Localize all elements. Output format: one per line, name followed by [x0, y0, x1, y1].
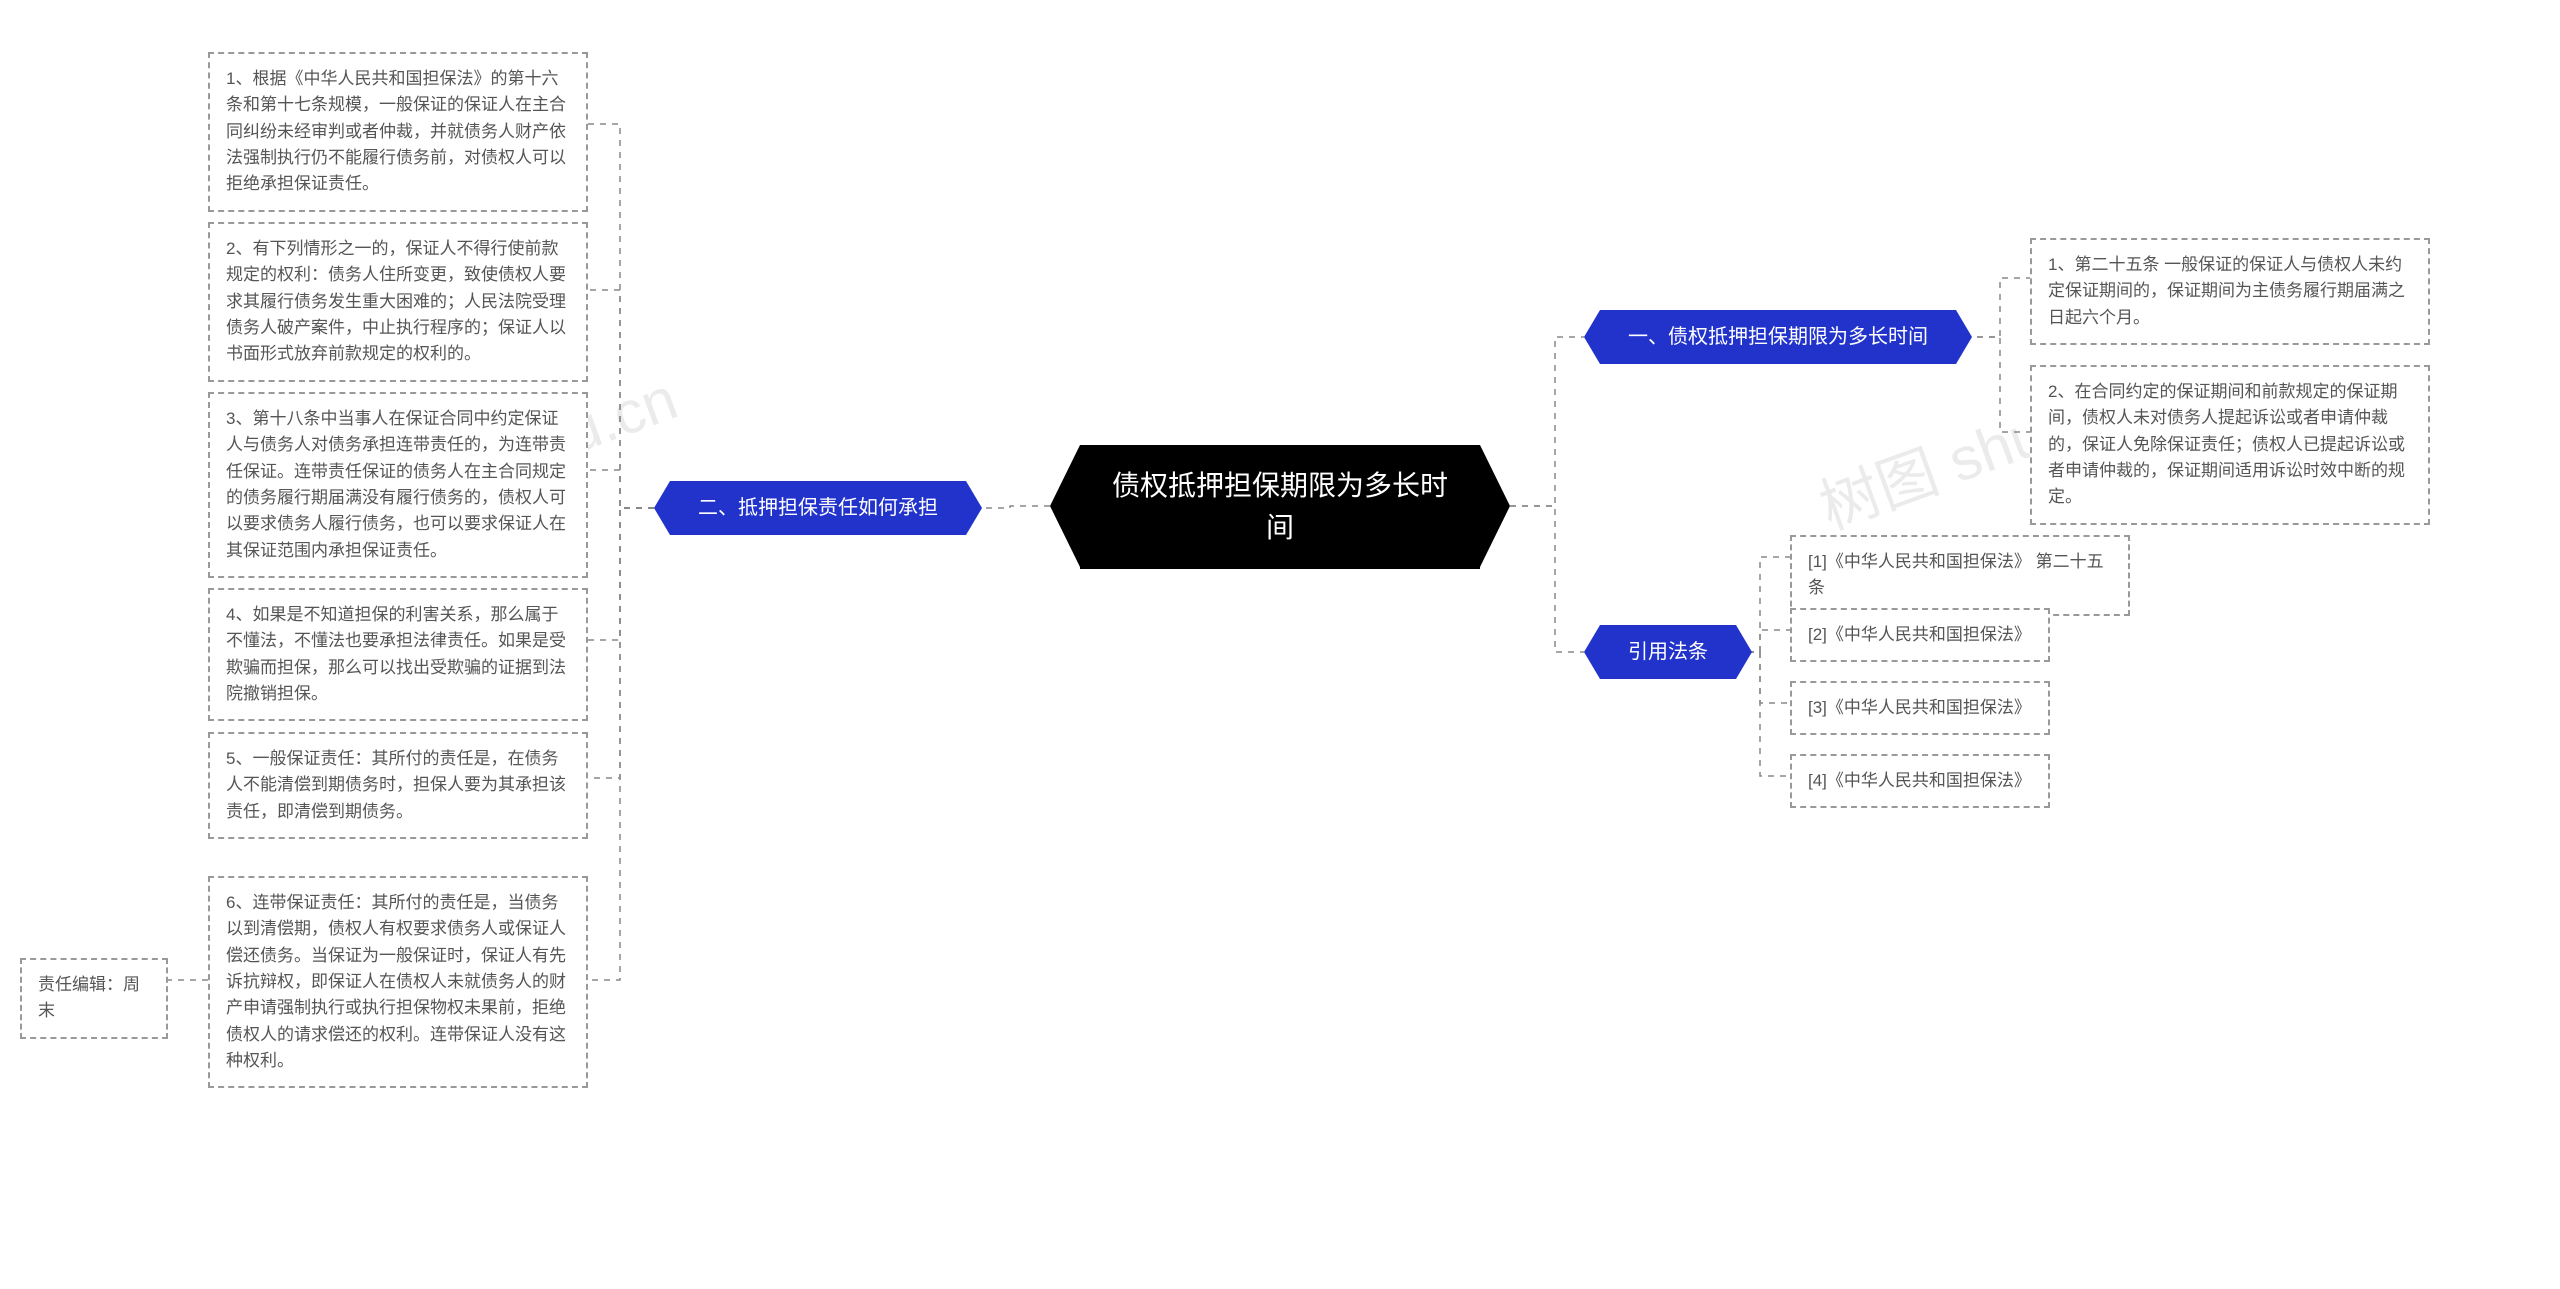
leaf-l2: 2、有下列情形之一的，保证人不得行使前款规定的权利：债务人住所变更，致使债权人要…: [208, 222, 588, 382]
leaf-l1: 1、根据《中华人民共和国担保法》的第十六条和第十七条规模，一般保证的保证人在主合…: [208, 52, 588, 212]
leaf-r2-1: [1]《中华人民共和国担保法》 第二十五条: [1790, 535, 2130, 616]
branch-references: 引用法条: [1600, 625, 1736, 679]
leaf-r2-3: [3]《中华人民共和国担保法》: [1790, 681, 2050, 735]
leaf-l6: 6、连带保证责任：其所付的责任是，当债务以到清偿期，债权人有权要求债务人或保证人…: [208, 876, 588, 1088]
leaf-r1-2: 2、在合同约定的保证期间和前款规定的保证期间，债权人未对债务人提起诉讼或者申请仲…: [2030, 365, 2430, 525]
leaf-l4: 4、如果是不知道担保的利害关系，那么属于不懂法，不懂法也要承担法律责任。如果是受…: [208, 588, 588, 721]
branch-period: 一、债权抵押担保期限为多长时间: [1600, 310, 1956, 364]
leaf-r1-1: 1、第二十五条 一般保证的保证人与债权人未约定保证期间的，保证期间为主债务履行期…: [2030, 238, 2430, 345]
leaf-l3: 3、第十八条中当事人在保证合同中约定保证人与债务人对债务承担连带责任的，为连带责…: [208, 392, 588, 578]
leaf-tail: 责任编辑：周末: [20, 958, 168, 1039]
leaf-r2-4: [4]《中华人民共和国担保法》: [1790, 754, 2050, 808]
center-node: 债权抵押担保期限为多长时间: [1080, 445, 1480, 569]
branch-responsibility: 二、抵押担保责任如何承担: [670, 481, 966, 535]
leaf-l5: 5、一般保证责任：其所付的责任是，在债务人不能清偿到期债务时，担保人要为其承担该…: [208, 732, 588, 839]
leaf-r2-2: [2]《中华人民共和国担保法》: [1790, 608, 2050, 662]
